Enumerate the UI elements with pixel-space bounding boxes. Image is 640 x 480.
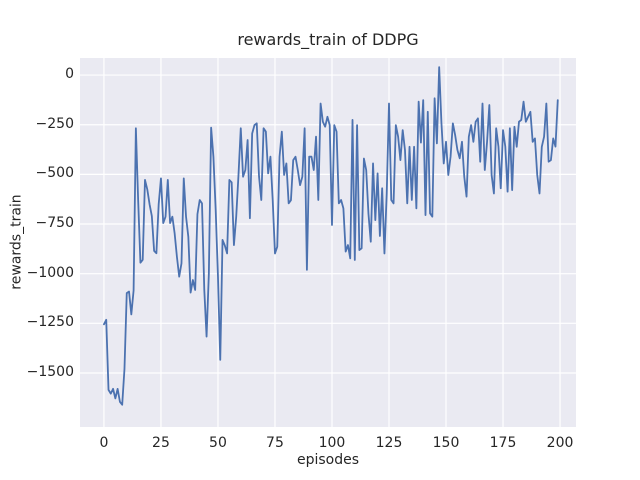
x-tick-label: 200 — [546, 435, 574, 451]
line-chart-canvas — [80, 58, 576, 427]
y-tick-label: −1250 — [26, 314, 74, 331]
chart-title: rewards_train of DDPG — [237, 30, 419, 49]
x-tick-label: 150 — [432, 435, 460, 451]
y-tick-label: −750 — [35, 215, 74, 232]
y-tick-label: 0 — [65, 66, 74, 83]
x-axis-label: episodes — [296, 452, 360, 468]
series-line-rewards_train — [103, 66, 559, 406]
x-tick-label: 75 — [266, 435, 284, 451]
y-tick-label: −500 — [35, 165, 74, 182]
plot-area — [80, 58, 576, 427]
x-tick-label: 100 — [318, 435, 346, 451]
x-tick-label: 25 — [152, 435, 170, 451]
y-tick-label: −1500 — [26, 363, 74, 380]
x-tick-label: 125 — [375, 435, 403, 451]
x-tick-label: 50 — [209, 435, 227, 451]
x-tick-label: 0 — [99, 435, 109, 451]
x-tick-label: 175 — [489, 435, 517, 451]
y-tick-label: −1000 — [26, 264, 74, 281]
y-tick-label: −250 — [35, 115, 74, 132]
